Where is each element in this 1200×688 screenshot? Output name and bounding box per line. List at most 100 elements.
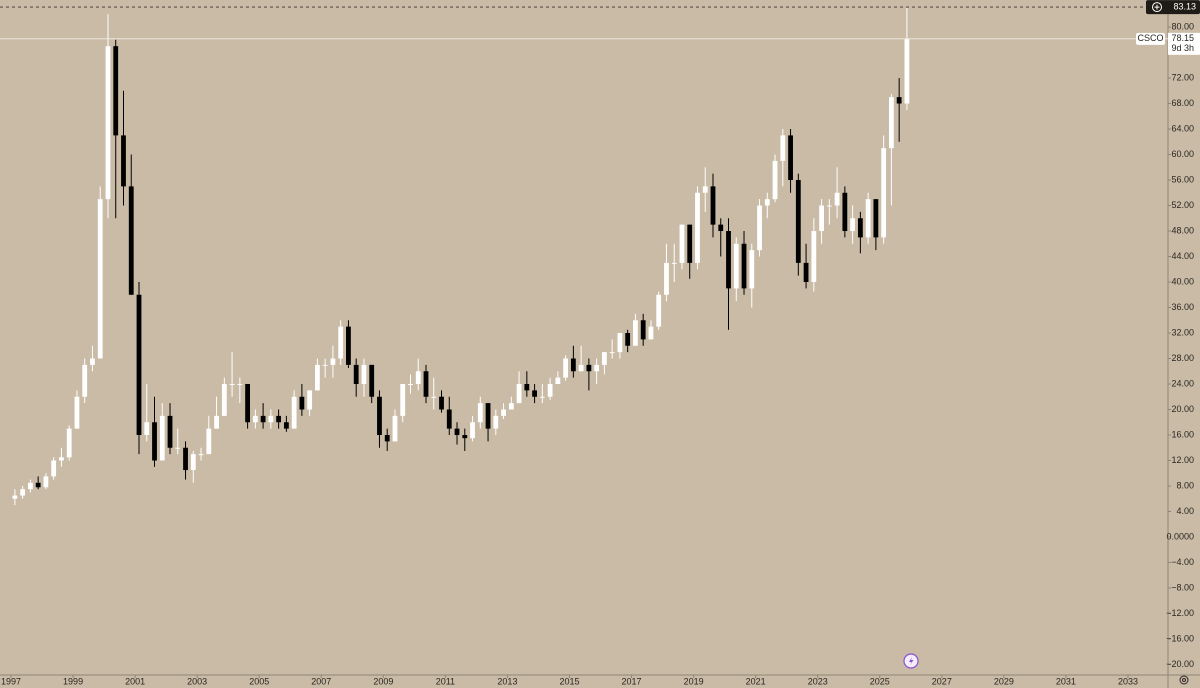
- candle-body: [640, 320, 646, 340]
- x-tick-label: 2029: [994, 676, 1014, 686]
- candle-body: [609, 352, 615, 354]
- candle-body: [198, 454, 204, 456]
- candle-body: [59, 457, 64, 461]
- lightning-icon[interactable]: [903, 653, 919, 669]
- candle-body: [570, 358, 576, 372]
- y-tick-label: 32.00: [1171, 327, 1194, 337]
- y-tick-label: 0.0000: [1166, 531, 1194, 541]
- candle-body: [415, 371, 421, 385]
- candle-body: [291, 396, 297, 429]
- candle-body: [633, 320, 638, 346]
- candle-body: [485, 403, 491, 429]
- candle-body: [152, 422, 157, 461]
- candle-body: [664, 262, 669, 295]
- candle-body: [811, 231, 817, 283]
- candle-body: [361, 364, 367, 385]
- candle-body: [221, 384, 227, 416]
- settings-icon[interactable]: [1179, 675, 1189, 685]
- candle-body: [679, 224, 685, 263]
- y-tick-label: −8.00: [1171, 582, 1194, 592]
- candle-body: [873, 199, 879, 238]
- x-tick-label: 2023: [808, 676, 828, 686]
- candle-body: [423, 371, 429, 397]
- candle-body: [252, 415, 258, 423]
- candle-body: [446, 409, 452, 429]
- x-tick-label: 2003: [187, 676, 207, 686]
- candle-body: [904, 38, 910, 104]
- candle-body: [687, 224, 693, 263]
- candle-body: [710, 186, 716, 225]
- candle-body: [702, 186, 708, 193]
- axes: 80.00 72.00 68.00 64.00 60.00 56.00 52.00 48.00…: [1, 21, 1194, 686]
- candle-body: [314, 364, 320, 391]
- x-tick-label: 2027: [932, 676, 952, 686]
- y-tick-label: 4.00: [1176, 506, 1194, 516]
- candle-body: [462, 434, 468, 439]
- symbol-label: CSCO: [1137, 33, 1163, 43]
- x-tick-label: 2005: [249, 676, 269, 686]
- candle-body: [322, 364, 328, 366]
- candle-body: [392, 415, 398, 442]
- candle-body: [788, 135, 793, 181]
- y-tick-label: 68.00: [1171, 98, 1194, 108]
- candle-body: [369, 364, 375, 397]
- candle-body: [346, 326, 351, 365]
- candle-body: [454, 428, 460, 435]
- symbol-label-box: [1136, 32, 1165, 45]
- plot-area: [12, 7, 910, 506]
- candle-body: [384, 434, 390, 442]
- y-tick-label: 80.00: [1171, 21, 1194, 31]
- x-tick-label: 2009: [373, 676, 393, 686]
- candle-body: [121, 135, 126, 187]
- y-tick-label: 60.00: [1171, 149, 1194, 159]
- candle-body: [268, 415, 274, 423]
- y-tick-label: −4.00: [1171, 557, 1194, 567]
- candle-body: [601, 352, 607, 365]
- candle-body: [43, 476, 49, 488]
- candle-body: [377, 396, 382, 435]
- candle-body: [136, 294, 142, 435]
- last-price-label: 78.15: [1171, 33, 1194, 43]
- candle-body: [307, 390, 313, 410]
- candle-body: [90, 358, 95, 365]
- y-tick-label: 16.00: [1171, 429, 1194, 439]
- candle-body: [20, 489, 26, 496]
- candle-body: [408, 384, 413, 386]
- candle-body: [803, 262, 809, 283]
- candle-body: [206, 428, 212, 455]
- candle-body: [757, 205, 762, 251]
- x-tick-label: 2015: [559, 676, 579, 686]
- candle-body: [865, 199, 871, 238]
- candle-body: [299, 396, 305, 410]
- candle-body: [105, 46, 111, 200]
- candle-body: [648, 326, 654, 340]
- candle-body: [896, 97, 902, 104]
- candle-body: [400, 384, 406, 416]
- y-tick-label: 64.00: [1171, 123, 1194, 133]
- candle-body: [470, 422, 475, 439]
- x-tick-label: 2025: [870, 676, 890, 686]
- candle-body: [283, 422, 289, 429]
- candle-body: [439, 396, 444, 410]
- candle-body: [508, 403, 514, 410]
- last-price-box: [1168, 32, 1200, 55]
- candle-body: [695, 192, 700, 263]
- candle-body: [338, 326, 344, 359]
- x-tick-label: 2021: [746, 676, 766, 686]
- crosshair-plus-icon: [1152, 2, 1162, 13]
- y-tick-label: 40.00: [1171, 276, 1194, 286]
- candle-body: [35, 482, 41, 488]
- candle-body: [330, 358, 336, 365]
- candle-body: [532, 390, 537, 397]
- y-tick-label: −20.00: [1166, 659, 1194, 669]
- y-tick-label: 48.00: [1171, 225, 1194, 235]
- candle-body: [656, 294, 662, 327]
- crosshair-price-label: 83.13: [1173, 1, 1196, 11]
- candle-body: [842, 192, 848, 232]
- candle-body: [563, 358, 569, 378]
- candle-body: [516, 384, 522, 404]
- candle-body: [539, 396, 545, 398]
- x-tick-label: 2017: [622, 676, 642, 686]
- candle-body: [144, 422, 150, 435]
